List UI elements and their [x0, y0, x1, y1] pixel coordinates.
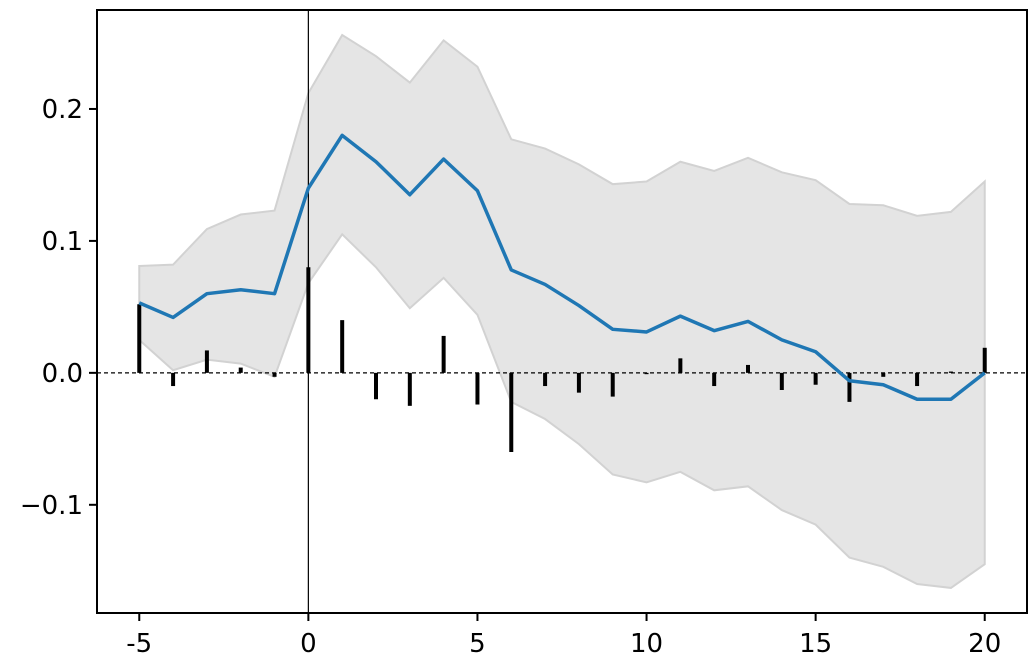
x-tick-label: 5 [469, 629, 486, 659]
axes: -5 0 5 10 15 20 0.2 0.1 0.0 −0.1 [20, 9, 1028, 659]
y-tick-label: 0.0 [42, 359, 83, 389]
x-tick-label: 0 [300, 629, 317, 659]
y-tick-label: 0.2 [42, 95, 83, 125]
x-tick-label: -5 [126, 629, 152, 659]
y-tick-label: 0.1 [42, 227, 83, 257]
estimate-line [138, 133, 986, 401]
y-tick-label: −0.1 [20, 491, 83, 521]
plot-frame [96, 9, 1028, 614]
x-tick-label: 15 [799, 629, 832, 659]
plot-inner [97, 10, 1027, 613]
plot-area [97, 10, 1027, 613]
confidence-band [138, 33, 986, 589]
x-tick-label: 20 [968, 629, 1001, 659]
x-tick-label: 10 [630, 629, 663, 659]
